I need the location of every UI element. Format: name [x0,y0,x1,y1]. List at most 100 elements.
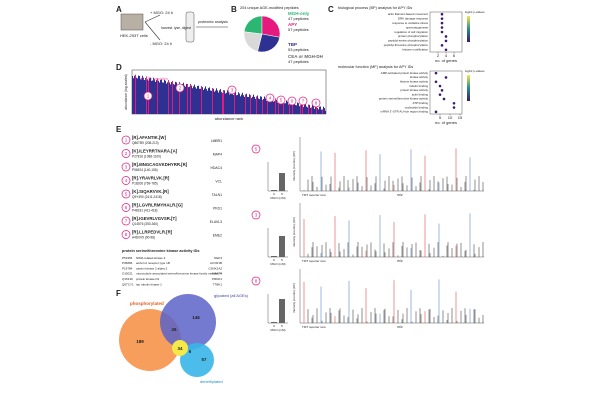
set-label: glycated (all AGEs) [214,293,249,298]
bar-decor [318,109,319,114]
legend-name: MGH-only [288,11,310,16]
legend-count: 57 peptides [288,27,309,32]
colorbar [467,16,470,42]
bar-decor [187,83,188,114]
pie-slice [257,33,280,53]
bar-decor [223,90,224,114]
count: 189 [136,339,144,344]
bar-decor [231,90,232,114]
dot [444,35,448,38]
venn-overlap [172,340,188,356]
bar-decor [158,80,159,114]
bar-decor [237,94,238,114]
dose: 0 [273,258,275,262]
bar-decor [168,80,169,114]
dot [440,26,444,29]
bar-decor [181,86,182,114]
bar-decor [201,85,202,114]
bar-decor [228,91,229,114]
dose: 0 [273,324,275,328]
x-label: MGO (mM) [271,196,286,200]
term: protein kinase activity [400,88,428,92]
y-label: intensity (counts) (10³) [292,151,296,181]
bar-decor [298,103,299,114]
term: peptidyl-threonine phosphorylation [384,43,429,47]
bar-decor [303,107,304,114]
term: ERK damage response [398,16,428,20]
bar-decor [311,107,312,114]
colorbar [467,75,470,101]
marker [175,83,185,93]
count: 146 [192,315,200,320]
dose: 5 [281,324,283,328]
bar-decor [139,75,140,114]
bar-decor [290,100,291,114]
bar-decor [221,92,222,114]
bar-decor [214,91,215,114]
x-label: MGO (mM) [271,328,286,332]
reporter-label: TMT reporter ions [302,325,326,329]
bar-decor [138,75,139,114]
count: 26 [171,327,177,332]
marker-number: 6 [291,98,294,103]
set-label: dimethylated [200,379,223,384]
bar-decor [262,99,263,114]
plot-title: molecular function (MF) analysis for APY… [338,65,413,69]
panel-letter: F [116,289,121,298]
marker [121,162,131,172]
colorbar-label: log10 p-values [465,69,485,73]
bar-decor [273,101,274,114]
accession: A4D0V9 (90-98) [132,235,155,239]
term: kinase activity [410,75,429,79]
sequence: [K].SIQARVVK.[R] [132,189,169,194]
dose: 5 [281,192,283,196]
dot [442,97,446,101]
accession: Q14576 (350-360) [132,222,158,226]
bar-decor [133,78,134,114]
x-label: MGO (mM) [271,262,286,266]
bar-decor [190,83,191,114]
dose: 5 [281,258,283,262]
marker-number: 7 [125,218,128,223]
bar-decor [242,92,243,114]
bar-decor [284,103,285,114]
sequence: [R].LLRPEDVLR.[R] [132,230,173,235]
marker [121,230,131,239]
sequence: [R].YRAVRLVK.[R] [132,176,170,181]
bar-decor [271,256,277,257]
bar-decor [160,79,161,114]
bar-decor [179,82,180,114]
bar-decor [249,94,250,114]
bar-decor [152,80,153,114]
bar-decor [173,84,174,114]
bar-decor [259,99,260,114]
dot [440,17,444,20]
bar-decor [195,87,196,114]
protein-name: casein kinase 2 alpha 2 [136,266,168,270]
accession: P18206 (769-785) [132,181,158,185]
count: 34 [177,346,183,351]
bar-decor [165,80,166,114]
bar-decor [274,101,275,114]
bar-decor [323,106,324,114]
dot [434,110,438,114]
gene: PRKD1 [212,277,222,281]
marker-number: 5 [125,191,128,196]
bar-decor [264,96,265,114]
bar-decor [161,79,162,114]
bar-decor [244,96,245,114]
gene: TTBK1 [213,282,223,286]
bar-decor [320,106,321,114]
bar-decor [182,84,183,114]
bar-decor [257,95,258,114]
accession: Q9Y490 (2411-2418) [132,195,162,199]
bar-decor [219,90,220,114]
bar-decor [157,78,158,114]
bar-decor [235,92,236,114]
term: ATP binding [413,101,429,105]
bar-decor [279,236,285,257]
bar-decor [281,103,282,114]
marker [311,98,321,108]
